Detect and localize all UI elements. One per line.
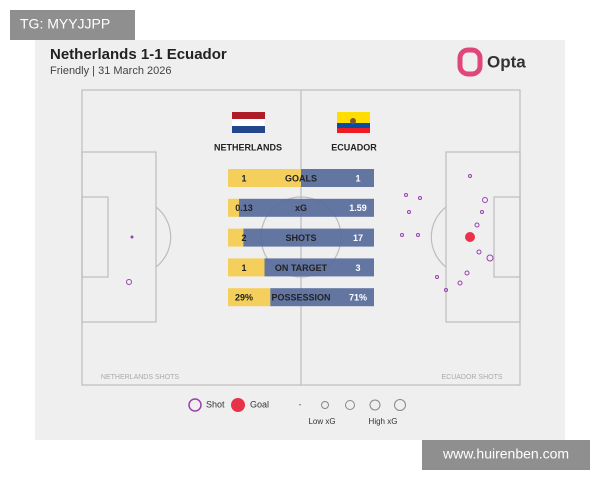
flag	[337, 112, 370, 123]
legend-label: Low xG	[308, 417, 335, 426]
logo	[457, 47, 483, 77]
goal-shot	[465, 232, 475, 242]
away-bar	[270, 288, 374, 307]
home-value: 0.13	[235, 203, 253, 213]
away-bar	[264, 258, 374, 277]
away-value: 3	[355, 263, 360, 273]
legend-label: Goal	[250, 399, 269, 409]
watermark: TG: MYYJJPP	[20, 16, 110, 32]
legend-goal	[231, 398, 245, 412]
site: www.huirenben.com	[442, 446, 569, 462]
title: Netherlands 1-1 Ecuador	[50, 46, 227, 63]
watermark-box	[10, 10, 135, 40]
stat-label: xG	[295, 203, 307, 213]
stat-label: SHOTS	[285, 233, 316, 243]
home-bar	[228, 228, 244, 247]
away-value: 1	[355, 173, 360, 183]
team-name: ECUADOR	[331, 142, 377, 152]
flag	[232, 126, 265, 133]
away-value: 71%	[349, 293, 367, 303]
away-bar	[243, 228, 374, 247]
site-box	[422, 440, 590, 470]
legend-sizes	[321, 399, 406, 411]
stat-label: ON TARGET	[275, 263, 328, 273]
flag	[337, 128, 370, 133]
away-value: 1.59	[349, 203, 367, 213]
home-bar	[228, 198, 240, 217]
home-value: 1	[241, 263, 246, 273]
away-bar	[301, 169, 374, 187]
home-bar	[228, 169, 301, 187]
shots	[126, 174, 494, 292]
home-bar	[228, 258, 265, 277]
pitch-label: NETHERLANDS SHOTS	[101, 374, 180, 381]
brand: Opta	[487, 52, 526, 71]
away-bar	[239, 198, 374, 217]
flag-emblem	[350, 118, 356, 124]
pitch	[81, 89, 521, 386]
pitch-label: ECUADOR SHOTS	[441, 374, 502, 381]
home-value: 29%	[235, 293, 253, 303]
legend-label: -	[299, 399, 302, 409]
flag	[232, 119, 265, 126]
home-bar	[228, 288, 271, 307]
home-value: 1	[241, 173, 246, 183]
legend-label: Shot	[206, 399, 225, 409]
stat-label: POSSESSION	[271, 293, 330, 303]
home-value: 2	[241, 233, 246, 243]
flag	[232, 112, 265, 119]
away-value: 17	[353, 233, 363, 243]
flag	[337, 123, 370, 128]
subtitle: Friendly | 31 March 2026	[50, 65, 171, 77]
legend-shot	[188, 398, 202, 412]
stat-label: GOALS	[285, 173, 317, 183]
legend-label: High xG	[369, 417, 398, 426]
team-name: NETHERLANDS	[214, 142, 282, 152]
